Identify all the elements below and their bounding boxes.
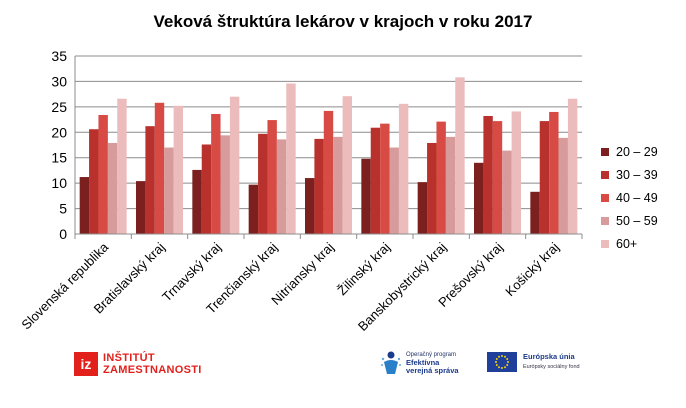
bar — [211, 113, 221, 234]
person-icon — [381, 351, 401, 374]
bar — [370, 127, 381, 234]
bar — [492, 121, 503, 234]
bar — [117, 98, 127, 234]
x-tick-label: Žilinský kraj — [334, 239, 393, 298]
bar — [276, 139, 287, 234]
y-tick-label: 15 — [51, 150, 67, 166]
bar — [530, 191, 540, 234]
bar — [154, 102, 165, 234]
bar — [79, 177, 90, 234]
bar — [229, 96, 240, 234]
op-logo-line3: verejná správa — [406, 366, 459, 375]
legend-item: 60+ — [601, 232, 658, 255]
op-logo-line1: Operačný program — [406, 352, 457, 358]
y-tick-label: 35 — [51, 48, 67, 64]
bar — [539, 121, 550, 234]
legend-label: 60+ — [616, 236, 638, 251]
bar — [98, 114, 108, 234]
x-tick-label: Slovenská republika — [18, 239, 111, 332]
bar — [136, 181, 146, 234]
legend-swatch — [601, 147, 609, 156]
bar — [342, 96, 352, 234]
bar — [361, 158, 371, 234]
chart-title: Veková štruktúra lekárov v krajoch v rok… — [153, 12, 533, 31]
bar — [173, 105, 183, 234]
legend-label: 50 – 59 — [616, 213, 658, 228]
operacny-program-logo: Operačný program Efektívna verejná správ… — [380, 350, 459, 376]
bar — [380, 123, 390, 234]
bar — [436, 121, 446, 234]
legend-swatch — [601, 216, 609, 225]
bar — [164, 147, 174, 234]
legend-item: 40 – 49 — [601, 186, 658, 209]
bar — [323, 110, 334, 234]
bar — [333, 136, 343, 234]
eu-flag-icon — [487, 352, 517, 372]
bar — [445, 136, 456, 234]
x-tick-label: Košický kraj — [502, 239, 562, 299]
bar — [258, 133, 268, 234]
iz-logo-line2: ZAMESTNANOSTI — [103, 364, 202, 376]
y-tick-label: 10 — [51, 175, 67, 191]
bar — [267, 120, 277, 234]
legend: 20 – 29 30 – 39 40 – 49 50 – 59 60+ — [601, 140, 658, 255]
y-tick-labels: 0 5 10 15 20 25 30 35 — [51, 48, 67, 242]
bar — [220, 135, 230, 234]
legend-swatch — [601, 193, 609, 202]
bar — [145, 126, 155, 234]
bar — [286, 83, 296, 234]
bar — [398, 103, 409, 234]
op-logo-line2: Efektívna — [406, 358, 440, 367]
bar — [567, 98, 578, 234]
bar — [511, 111, 521, 234]
bar — [314, 138, 324, 234]
legend-label: 20 – 29 — [616, 144, 658, 159]
y-tick-label: 5 — [59, 201, 67, 217]
y-tick-label: 25 — [51, 99, 67, 115]
bar — [305, 178, 315, 234]
legend-item: 20 – 29 — [601, 140, 658, 163]
bar — [417, 182, 428, 234]
axes — [74, 56, 583, 239]
bar — [89, 129, 99, 234]
legend-swatch — [601, 239, 609, 248]
eu-logo-line1: Európska únia — [523, 352, 575, 361]
legend-item: 50 – 59 — [601, 209, 658, 232]
iz-logo-line1: INŠTITÚT — [103, 352, 155, 364]
bar — [192, 169, 202, 234]
eu-logo: Európska únia Európsky sociálny fond — [487, 352, 580, 372]
bar — [455, 77, 465, 234]
bar — [483, 116, 493, 234]
bars — [79, 77, 578, 234]
bar — [107, 142, 118, 234]
bar — [474, 162, 484, 234]
bar — [389, 147, 399, 234]
legend-item: 30 – 39 — [601, 163, 658, 186]
institut-zamestnanosti-logo: iz INŠTITÚT ZAMESTNANOSTI — [74, 352, 202, 376]
iz-logo-mark: iz — [74, 352, 98, 376]
bar — [427, 142, 437, 234]
bar — [549, 111, 559, 234]
legend-label: 30 – 39 — [616, 167, 658, 182]
bar — [248, 184, 259, 234]
legend-swatch — [601, 170, 609, 179]
y-tick-label: 30 — [51, 73, 67, 89]
bar — [201, 144, 212, 234]
bar — [558, 137, 568, 234]
y-tick-label: 20 — [51, 124, 67, 140]
bar — [502, 150, 512, 234]
legend-label: 40 – 49 — [616, 190, 658, 205]
y-tick-label: 0 — [59, 226, 67, 242]
eu-logo-line2: Európsky sociálny fond — [523, 364, 580, 370]
